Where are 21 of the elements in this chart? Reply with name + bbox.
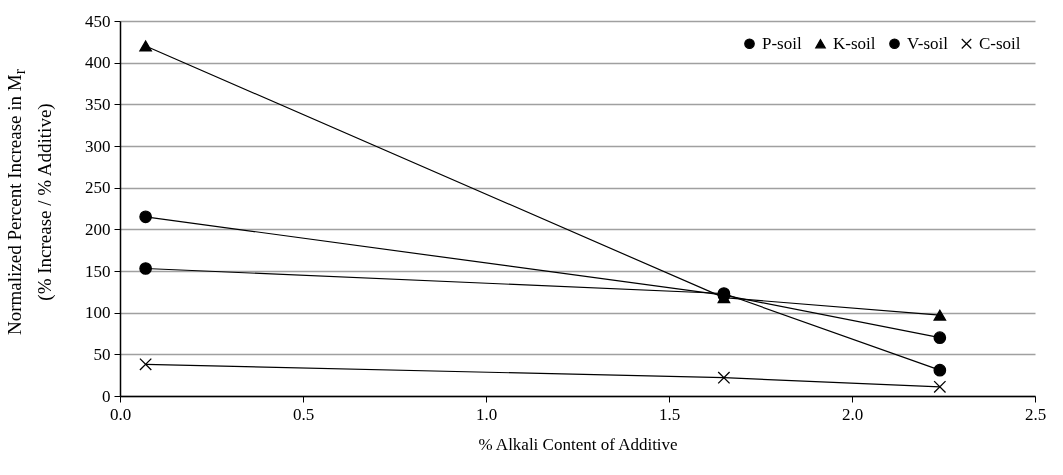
y-tick-label: 450 (85, 11, 111, 31)
y-tick-label: 300 (85, 136, 111, 156)
y-tick-label: 200 (85, 219, 111, 239)
y-tick-label: 150 (85, 261, 111, 281)
y-tick-label: 0 (102, 386, 111, 406)
legend-label: P-soil (762, 33, 802, 53)
x-tick-label: 0.5 (292, 404, 315, 424)
y-tick-label: 250 (85, 178, 111, 198)
y-tick-label: 50 (93, 344, 111, 364)
x-tick-label: 2.0 (841, 404, 864, 424)
legend-label: C-soil (979, 33, 1021, 53)
y-tick-label: 350 (85, 94, 111, 114)
y-tick-label: 100 (85, 303, 111, 323)
legend-label: K-soil (833, 33, 876, 53)
x-tick-label: 2.5 (1024, 404, 1047, 424)
x-tick-label: 1.5 (658, 404, 681, 424)
legend-label: V-soil (907, 33, 949, 53)
x-tick-label: 1.0 (475, 404, 498, 424)
x-axis-title: % Alkali Content of Additive (478, 434, 678, 454)
y-tick-label: 400 (85, 53, 111, 73)
x-tick-label: 0.0 (109, 404, 132, 424)
